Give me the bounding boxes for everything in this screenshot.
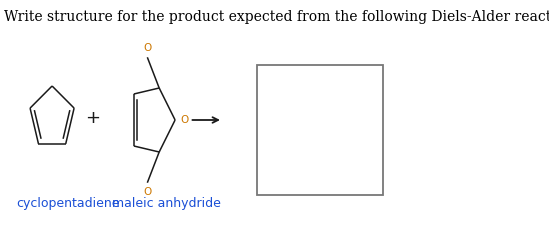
Text: O: O: [143, 43, 152, 53]
Text: maleic anhydride: maleic anhydride: [112, 197, 221, 210]
Text: cyclopentadiene: cyclopentadiene: [16, 197, 120, 210]
Text: Write structure for the product expected from the following Diels-Alder reaction: Write structure for the product expected…: [4, 10, 549, 24]
Text: +: +: [85, 109, 100, 127]
Text: O: O: [143, 187, 152, 197]
Bar: [257, 65, 384, 195]
Text: O: O: [180, 115, 188, 125]
